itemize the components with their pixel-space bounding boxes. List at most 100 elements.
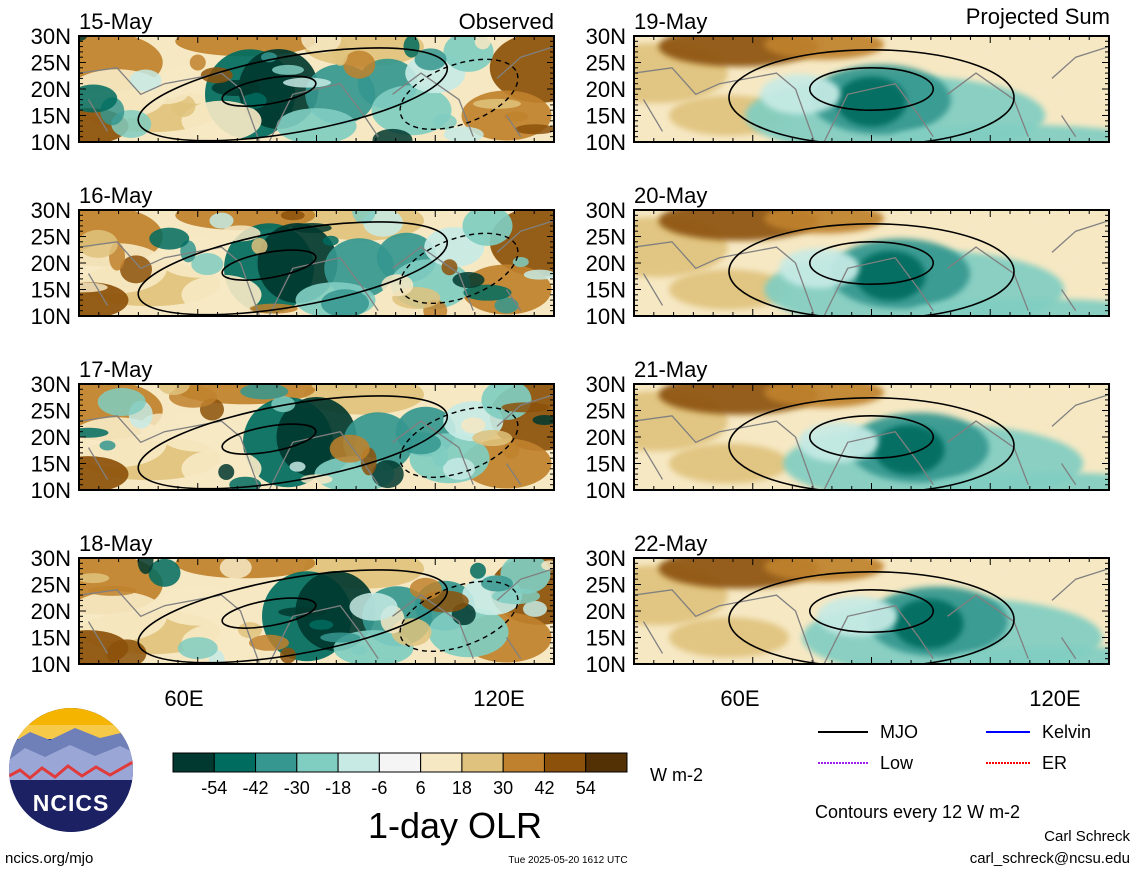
lat-tick-label: 30N xyxy=(586,546,626,571)
colorbar-label: 30 xyxy=(493,778,513,798)
colorbar-swatch xyxy=(502,752,545,773)
x-tick-120e-right: 120E xyxy=(1029,686,1080,711)
lat-tick-label: 25N xyxy=(31,51,71,76)
lat-tick-label: 15N xyxy=(586,104,626,129)
lat-tick-label: 10N xyxy=(31,304,71,329)
olr-field xyxy=(634,384,1109,490)
coastline xyxy=(634,567,1109,664)
lat-tick-label: 20N xyxy=(586,599,626,624)
mjo-contour xyxy=(221,249,317,281)
colorbar-label: -30 xyxy=(284,778,310,798)
logo-text: NCICS xyxy=(33,790,110,816)
footer-url: ncics.org/mjo xyxy=(5,850,93,867)
mjo-contour xyxy=(728,570,1015,664)
panel-date: 21-May xyxy=(634,357,707,382)
lat-tick-label: 10N xyxy=(31,130,71,155)
colorbar-swatch xyxy=(172,752,215,773)
panel-date: 19-May xyxy=(634,9,707,34)
panel-date: 22-May xyxy=(634,531,707,556)
colorbar-title: 1-day OLR xyxy=(368,805,542,846)
lat-tick-label: 10N xyxy=(31,478,71,503)
colorbar-label: -6 xyxy=(371,778,387,798)
mjo-contour-negative xyxy=(399,406,519,478)
olr-field xyxy=(79,384,554,490)
mjo-contour xyxy=(808,241,935,286)
olr-field xyxy=(634,210,1109,316)
x-tick-120e-left: 120E xyxy=(473,686,524,711)
olr-field xyxy=(634,36,1109,142)
x-tick-60e-left: 60E xyxy=(164,686,203,711)
mjo-contour xyxy=(728,222,1015,316)
colorbar-label: -42 xyxy=(243,778,269,798)
lat-tick-label: 15N xyxy=(586,278,626,303)
mjo-contour xyxy=(808,414,935,459)
footer-author: Carl Schreck xyxy=(1044,828,1130,845)
colorbar-swatch xyxy=(461,752,504,773)
lat-tick-label: 20N xyxy=(31,251,71,276)
olr-field xyxy=(634,558,1109,664)
lat-tick-label: 25N xyxy=(586,573,626,598)
colorbar-label: 54 xyxy=(576,778,596,798)
lat-tick-label: 15N xyxy=(586,452,626,477)
coastline xyxy=(79,45,554,142)
coastline xyxy=(79,393,554,490)
mjo-contour xyxy=(221,597,317,629)
lat-tick-label: 30N xyxy=(31,198,71,223)
lat-tick-label: 25N xyxy=(586,399,626,424)
lat-tick-label: 15N xyxy=(31,452,71,477)
colorbar: -54 -42 -30 -18 -6 6 18 30 42 54 xyxy=(172,752,628,798)
legend-label-er: ER xyxy=(1042,753,1067,773)
lat-tick-label: 20N xyxy=(31,425,71,450)
ncics-logo: NCICS xyxy=(9,708,133,832)
lat-tick-label: 30N xyxy=(586,24,626,49)
lat-tick-label: 25N xyxy=(31,573,71,598)
lat-tick-label: 30N xyxy=(586,372,626,397)
lat-tick-label: 10N xyxy=(586,304,626,329)
colorbar-swatch xyxy=(585,752,628,773)
lat-tick-label: 20N xyxy=(31,77,71,102)
mjo-contour xyxy=(808,67,935,112)
lat-tick-label: 20N xyxy=(586,425,626,450)
footer-email: carl_schreck@ncsu.edu xyxy=(970,850,1130,867)
footer-timestamp: Tue 2025-05-20 1612 UTC xyxy=(508,855,627,866)
lat-tick-label: 15N xyxy=(31,104,71,129)
panel-date: 17-May xyxy=(79,357,152,382)
colorbar-label: 42 xyxy=(534,778,554,798)
mjo-contour-negative xyxy=(399,232,519,304)
colorbar-units: W m-2 xyxy=(650,765,703,785)
lat-tick-label: 10N xyxy=(586,130,626,155)
olr-field xyxy=(79,36,554,142)
mjo-contour xyxy=(221,423,317,455)
coastline xyxy=(634,219,1109,316)
lat-tick-label: 10N xyxy=(586,652,626,677)
panel-date: 20-May xyxy=(634,183,707,208)
mjo-contour-negative xyxy=(399,580,519,652)
colorbar-label: 18 xyxy=(452,778,472,798)
x-tick-60e-right: 60E xyxy=(720,686,759,711)
mjo-contour xyxy=(221,75,317,107)
colorbar-swatch xyxy=(296,752,339,773)
coastline xyxy=(79,567,554,664)
coastline xyxy=(634,45,1109,142)
colorbar-label: -54 xyxy=(201,778,227,798)
lat-tick-label: 15N xyxy=(586,626,626,651)
lat-tick-label: 10N xyxy=(586,478,626,503)
olr-field xyxy=(79,210,554,316)
colorbar-swatch xyxy=(420,752,463,773)
legend-label-low: Low xyxy=(880,753,914,773)
colorbar-swatch xyxy=(255,752,298,773)
colorbar-swatch xyxy=(543,752,587,773)
mjo-contour xyxy=(728,48,1015,142)
colorbar-label: -18 xyxy=(325,778,351,798)
panel-date: 15-May xyxy=(79,9,152,34)
legend: MJO Kelvin Low ER xyxy=(818,722,1091,773)
olr-field xyxy=(79,558,554,664)
coastline xyxy=(634,393,1109,490)
